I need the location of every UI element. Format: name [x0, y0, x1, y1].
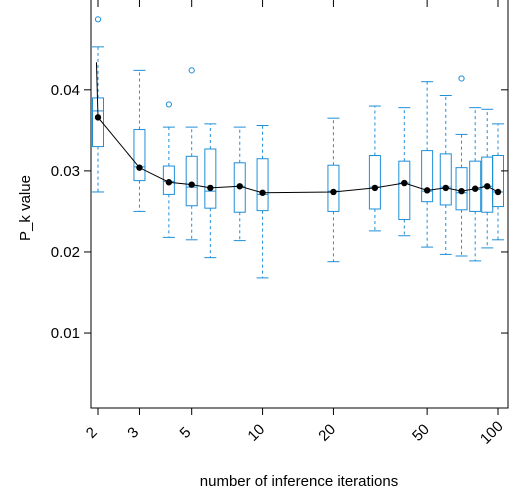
y-tick-label-0.04: 0.04	[51, 82, 80, 99]
x-tick-label-100: 100	[477, 418, 507, 448]
mean-point-20	[330, 188, 337, 196]
x-tick-label-2: 2	[83, 424, 101, 442]
box-iqr	[492, 154, 504, 208]
outlier-point	[188, 67, 195, 74]
mean-point-40	[401, 179, 408, 187]
box-10	[256, 124, 269, 279]
box-iqr	[455, 167, 468, 211]
box-iqr	[185, 155, 198, 207]
mean-point-30	[371, 184, 379, 192]
boxes-group	[92, 16, 504, 279]
mean-point-70	[458, 187, 465, 195]
box-iqr	[368, 154, 381, 210]
mean-point-5	[188, 181, 195, 188]
plot-frame	[90, 0, 509, 409]
mean-point-2	[94, 114, 102, 121]
mean-point-10	[259, 189, 266, 196]
box-iqr	[398, 160, 411, 221]
box-iqr	[421, 150, 434, 203]
mean-curve-group	[94, 62, 502, 196]
box-iqr	[256, 158, 269, 212]
box-80	[469, 107, 482, 262]
box-50	[421, 81, 434, 248]
box-iqr	[204, 148, 217, 209]
y-tick-label-0.02: 0.02	[51, 244, 80, 261]
mean-point-50	[423, 187, 431, 194]
box-iqr	[92, 97, 104, 148]
box-100	[492, 123, 504, 241]
mean-point-100	[494, 188, 502, 196]
x-tick-label-10: 10	[244, 421, 268, 445]
y-axis-label: P_k value	[17, 175, 34, 241]
box-iqr	[162, 165, 175, 195]
y-tick-label-0.03: 0.03	[51, 163, 80, 180]
mean-line	[95, 62, 499, 194]
y-tick-label-0.01: 0.01	[51, 325, 80, 342]
mean-point-8	[236, 183, 243, 190]
box-90	[481, 108, 494, 249]
box-6	[204, 123, 217, 259]
box-40	[398, 107, 411, 237]
x-tick-label-3: 3	[124, 424, 142, 442]
box-4	[162, 101, 175, 238]
box-iqr	[469, 160, 482, 212]
x-tick-label-50: 50	[409, 421, 433, 445]
x-tick-label-20: 20	[315, 421, 339, 445]
outlier-point	[94, 16, 102, 23]
mean-point-60	[442, 184, 449, 192]
mean-point-6	[207, 184, 214, 192]
y-axis: 0.01 0.02 0.03 0.04	[51, 82, 508, 342]
x-tick-label-5: 5	[177, 424, 195, 442]
box-5	[185, 67, 198, 241]
box-30	[368, 105, 381, 232]
mean-point-90	[484, 183, 491, 190]
mean-point-4	[165, 179, 173, 186]
box-iqr	[327, 164, 340, 212]
mean-point-3	[136, 164, 143, 171]
outlier-point	[458, 75, 465, 82]
mean-point-80	[471, 185, 479, 192]
box-iqr	[133, 129, 146, 182]
box-60	[439, 94, 452, 255]
box-iqr	[439, 153, 452, 206]
x-axis-label: number of inference iterations	[200, 473, 398, 490]
x-axis: 2 3 5 10 20 50 100	[83, 0, 507, 448]
outlier-point	[165, 101, 172, 108]
box-70	[455, 75, 468, 257]
box-3	[133, 69, 146, 212]
